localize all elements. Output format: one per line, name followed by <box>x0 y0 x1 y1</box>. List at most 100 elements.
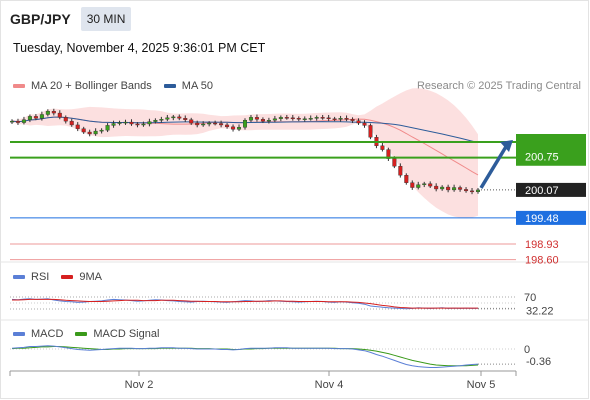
x-tick-label-0: Nov 2 <box>125 379 154 391</box>
candle-body <box>177 116 182 119</box>
candle-body <box>117 122 122 124</box>
candle-body <box>308 118 313 120</box>
price-label-198-60: 198.60 <box>525 255 559 267</box>
candle-body <box>380 145 385 150</box>
legend-swatch-rsi <box>13 275 25 279</box>
candle <box>207 121 212 127</box>
candle-body <box>260 119 265 122</box>
candle <box>129 119 134 126</box>
candle <box>368 123 373 140</box>
price-label-200-07: 200.07 <box>525 185 559 197</box>
candle-body <box>39 114 44 119</box>
legend-label-macd-signal: MACD Signal <box>93 328 160 340</box>
candle-body <box>428 183 433 187</box>
candle <box>320 114 325 120</box>
macd-legend: MACD MACD Signal <box>13 328 171 340</box>
legend-label-ma20: MA 20 + Bollinger Bands <box>31 80 152 92</box>
candle-body <box>75 124 80 129</box>
candle-body <box>338 118 343 120</box>
rsi-legend: RSI 9MA <box>13 271 114 283</box>
candle-body <box>470 190 475 193</box>
research-credit: Research © 2025 Trading Central <box>416 80 581 92</box>
candle-body <box>242 119 247 128</box>
candle <box>183 115 188 123</box>
candle <box>27 114 32 123</box>
price-label-bg-200-75 <box>516 134 586 166</box>
candle-body <box>207 122 212 125</box>
candle <box>105 123 110 133</box>
candle <box>147 118 152 127</box>
candle <box>45 109 50 117</box>
candle-body <box>225 124 230 128</box>
candle <box>231 124 236 132</box>
candle <box>213 120 218 126</box>
candle-body <box>368 125 373 138</box>
candle <box>159 116 164 123</box>
candle-body <box>21 119 26 123</box>
candle-body <box>272 118 277 121</box>
candle <box>428 181 433 189</box>
candle-body <box>302 118 307 120</box>
candle-body <box>314 117 319 119</box>
candle-body <box>422 183 427 185</box>
candle <box>470 188 475 195</box>
candle <box>278 115 283 122</box>
candle-body <box>147 121 152 125</box>
candle <box>446 184 451 193</box>
candle <box>117 120 122 126</box>
timeframe-badge[interactable]: 30 MIN <box>80 7 132 31</box>
legend-label-rsi-ma: 9MA <box>79 271 102 283</box>
legend-swatch-rsi-ma <box>61 275 74 279</box>
candle-body <box>231 126 236 130</box>
candle-body <box>350 119 355 121</box>
macd-pane: 0-0.36 <box>10 344 551 368</box>
candle <box>51 108 56 116</box>
target-arrow-head <box>500 140 513 153</box>
candle <box>177 114 182 121</box>
candle <box>302 116 307 122</box>
price-label-bg-200-07 <box>516 182 586 197</box>
candle-body <box>344 118 349 120</box>
candle <box>165 114 170 122</box>
candle <box>416 181 421 190</box>
candle <box>93 128 98 136</box>
candle <box>242 118 247 130</box>
candle-body <box>410 182 415 188</box>
candle <box>15 118 20 125</box>
candle-body <box>416 184 421 188</box>
candle <box>69 118 74 127</box>
candle <box>21 116 26 125</box>
candle <box>458 185 463 192</box>
symbol-label: GBP/JPY <box>10 11 71 27</box>
candle-body <box>201 123 206 126</box>
candle-body <box>440 186 445 190</box>
candle-body <box>398 165 403 176</box>
candle <box>290 114 295 121</box>
price-label-200-75: 200.75 <box>525 152 559 164</box>
candle-body <box>290 117 295 120</box>
candle-body <box>278 117 283 119</box>
candle <box>296 116 301 122</box>
price-label-198-93: 198.93 <box>525 239 559 251</box>
candle-body <box>57 112 62 118</box>
candle-body <box>195 122 200 126</box>
candle <box>33 114 38 121</box>
candle-body <box>332 118 337 120</box>
candle <box>464 187 469 193</box>
candle <box>99 128 104 134</box>
candle-body <box>219 123 224 126</box>
x-tick-label-2: Nov 5 <box>467 379 496 391</box>
candle-body <box>284 117 289 119</box>
rsi-tick-70: 70 <box>524 292 536 304</box>
candle-body <box>213 122 218 125</box>
candle <box>422 181 427 188</box>
candle <box>39 111 44 121</box>
candle-body <box>392 158 397 167</box>
rsi-ma-line <box>12 298 478 309</box>
candle-body <box>159 119 164 121</box>
candle-body <box>33 116 38 119</box>
candle <box>338 115 343 122</box>
